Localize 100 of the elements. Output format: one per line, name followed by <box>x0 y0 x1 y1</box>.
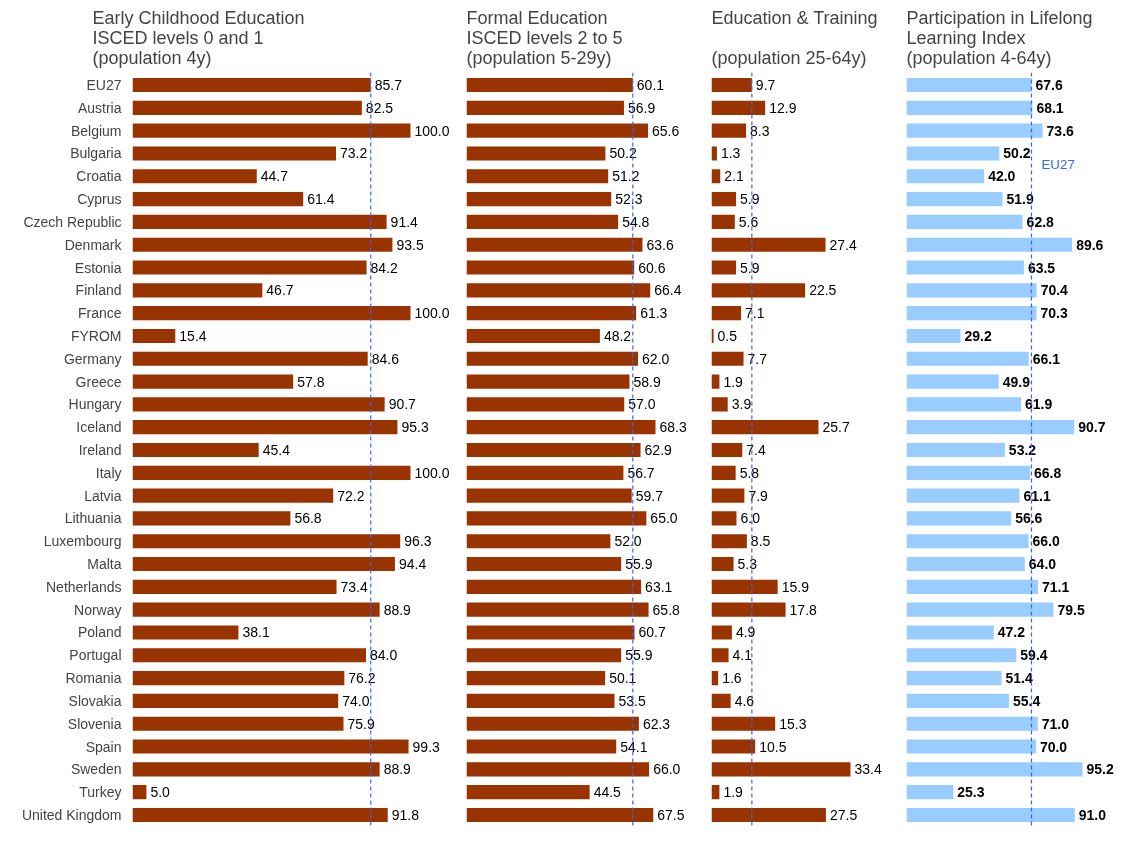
bar <box>132 123 411 138</box>
bar <box>132 237 393 252</box>
data-label: 55.4 <box>1012 692 1041 709</box>
bar <box>132 328 176 344</box>
ref-line-label: EU27 <box>1041 157 1075 173</box>
data-label: 73.6 <box>1046 122 1075 139</box>
bar <box>466 556 622 572</box>
bar <box>711 100 766 115</box>
data-label: 7.1 <box>745 305 765 322</box>
bar <box>466 351 639 366</box>
bar <box>132 739 409 754</box>
data-label: 45.4 <box>262 442 291 458</box>
chart-title: Education & Training (population 25-64y) <box>711 7 878 68</box>
bar <box>906 192 1003 207</box>
data-label: 61.4 <box>307 191 335 208</box>
bar <box>466 465 624 480</box>
y-tick-label: Slovenia <box>67 715 122 732</box>
data-label: 51.4 <box>1005 670 1033 687</box>
bar <box>466 123 649 138</box>
bar <box>711 420 819 435</box>
data-label: 25.3 <box>957 784 985 801</box>
bar <box>906 146 1000 161</box>
bar <box>906 123 1043 138</box>
bar <box>466 306 637 321</box>
data-label: 68.1 <box>1036 99 1064 116</box>
y-tick-label: FYROM <box>70 327 122 344</box>
bar <box>466 260 635 275</box>
bar <box>711 123 747 138</box>
bar <box>132 465 411 480</box>
bar <box>711 762 851 777</box>
bar <box>132 625 239 640</box>
bar <box>906 556 1025 572</box>
bar <box>711 328 714 344</box>
bar <box>906 807 1075 823</box>
bar <box>466 534 611 549</box>
y-tick-label: Norway <box>74 601 122 618</box>
bar <box>906 283 1037 298</box>
bar <box>906 465 1030 480</box>
bar <box>132 442 259 458</box>
bar <box>466 146 606 161</box>
data-label: 5.9 <box>740 191 760 208</box>
bar <box>711 283 806 298</box>
bar <box>466 283 651 298</box>
bar <box>711 716 776 731</box>
bar <box>466 77 633 93</box>
data-label: 62.9 <box>644 442 673 458</box>
bar <box>906 397 1021 412</box>
data-label: 62.3 <box>642 715 671 732</box>
bar <box>906 100 1033 115</box>
y-tick-label: Czech Republic <box>23 213 122 230</box>
bar <box>132 146 336 161</box>
bar <box>906 534 1029 549</box>
data-label: 62.0 <box>642 350 670 367</box>
data-label: 4.1 <box>732 647 753 664</box>
bar <box>132 579 337 594</box>
data-label: 56.7 <box>627 464 655 481</box>
y-tick-label: Belgium <box>70 122 122 139</box>
bar <box>906 237 1073 252</box>
bar <box>906 762 1083 777</box>
data-label: 3.9 <box>731 396 752 413</box>
bar <box>466 602 649 617</box>
bar <box>906 625 994 640</box>
bar <box>466 420 656 435</box>
data-label: 66.1 <box>1032 350 1061 367</box>
bar <box>711 306 742 321</box>
y-tick-label: Malta <box>87 556 122 573</box>
data-label: 7.9 <box>748 487 769 504</box>
data-label: 82.5 <box>365 99 394 116</box>
data-label: 63.6 <box>646 236 674 253</box>
data-label: 15.4 <box>179 327 207 344</box>
data-label: 33.4 <box>854 761 882 778</box>
y-tick-label: Luxembourg <box>43 533 122 550</box>
bar <box>466 442 641 458</box>
bar <box>132 351 368 366</box>
data-label: 66.0 <box>1032 533 1060 550</box>
data-label: 70.0 <box>1039 738 1068 755</box>
y-tick-label: Bulgaria <box>70 145 122 162</box>
data-label: 5.9 <box>740 259 760 276</box>
bar <box>132 420 398 435</box>
data-label: 79.5 <box>1057 601 1085 618</box>
data-label: 42.0 <box>988 168 1016 185</box>
data-label: 71.1 <box>1041 578 1070 595</box>
bar <box>906 169 985 184</box>
bar <box>466 169 609 184</box>
bar <box>711 192 737 207</box>
chart-title: Participation in Lifelong Learning Index (population 4-64y) <box>906 7 1093 68</box>
data-label: 57.8 <box>297 373 325 390</box>
bar <box>906 579 1038 594</box>
bar <box>906 260 1024 275</box>
data-label: 91.4 <box>390 213 419 230</box>
bar <box>132 556 395 572</box>
data-label: 84.6 <box>371 350 400 367</box>
bar <box>711 169 721 184</box>
bar <box>132 488 334 503</box>
bar <box>132 511 291 526</box>
y-tick-label: Romania <box>65 670 122 687</box>
bar <box>132 283 263 298</box>
data-label: 56.6 <box>1015 510 1043 527</box>
bar <box>906 488 1020 503</box>
bar <box>466 625 635 640</box>
